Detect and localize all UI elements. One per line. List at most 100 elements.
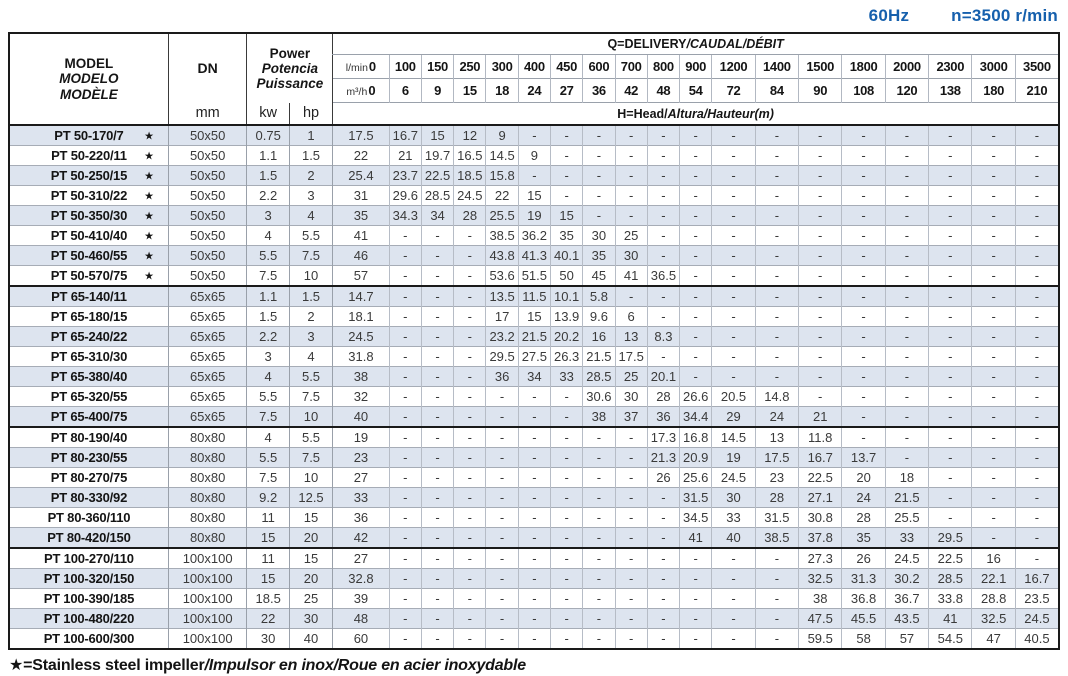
head-value-cell: - <box>453 366 486 387</box>
head-value-cell: - <box>884 326 929 347</box>
head-value-cell: - <box>711 628 756 649</box>
head-value-cell: 25.5 <box>485 205 519 226</box>
head-value-cell: - <box>798 185 842 206</box>
head-value-cell: - <box>517 608 551 629</box>
head-value-cell: - <box>517 447 551 468</box>
head-value-cell: - <box>646 346 680 367</box>
flow-lmin-header-700: 700 <box>614 54 648 79</box>
flow-m3h-header-42: 42 <box>614 78 648 103</box>
head-value-cell: - <box>582 588 616 609</box>
table-row: PT 65-310/30 65x65 3 4 31.8- - -29.5 27.5 26.3 21… <box>9 346 1059 367</box>
dn-cell: 50x50 <box>167 265 247 286</box>
head-value-cell: 29.5 <box>485 346 519 367</box>
head-value-cell: 17.5 <box>332 124 390 146</box>
head-value-cell: - <box>549 406 583 427</box>
head-value-cell: - <box>928 406 972 427</box>
head-value-cell: 47 <box>971 628 1016 649</box>
head-value-cell: - <box>453 547 486 569</box>
head-value-cell: - <box>485 547 519 569</box>
kw-cell: 2.2 <box>246 185 290 206</box>
dn-column-header: DN <box>167 33 247 103</box>
head-value-cell: 22.5 <box>420 165 454 186</box>
head-value-cell: - <box>420 507 454 528</box>
flow-m3h-label-cell: m³/h0 <box>332 78 390 103</box>
head-value-cell: 25.6 <box>679 467 712 488</box>
head-value-cell: - <box>754 165 799 186</box>
table-row: PT 100-390/185 100x100 18.5 25 39- - - - - - - - - - -… <box>9 588 1059 609</box>
head-value-cell: - <box>453 285 486 307</box>
table-row: PT 65-380/40 65x65 4 5.5 38- - -36 34 33 28.5 25 20… <box>9 366 1059 387</box>
head-value-cell: - <box>453 265 486 286</box>
head-value-cell: - <box>884 165 929 186</box>
hp-cell: 15 <box>288 547 333 569</box>
flow-m3h-header-9: 9 <box>420 78 454 103</box>
head-value-cell: 35 <box>332 205 390 226</box>
stainless-steel-star-icon: ★ <box>144 250 154 262</box>
head-value-cell: - <box>711 165 756 186</box>
star-footnote: ★=Stainless steel impeller/Impulsor en i… <box>9 655 1068 675</box>
dn-cell: 50x50 <box>167 124 247 146</box>
flow-lmin-label-cell: l/min0 <box>332 54 390 79</box>
head-value-cell: - <box>517 507 551 528</box>
head-value-cell: 9.6 <box>582 306 616 327</box>
head-value-cell: - <box>549 386 583 407</box>
head-value-cell: - <box>582 124 616 146</box>
flow-lmin-header-1400: 1400 <box>754 54 799 79</box>
model-cell: PT 50-350/30 ★ <box>9 205 169 226</box>
head-value-cell: 24.5 <box>884 547 929 569</box>
model-label: PT 50-310/22 <box>50 188 128 203</box>
head-value-cell: - <box>971 527 1016 548</box>
head-value-cell: - <box>928 346 972 367</box>
head-value-cell: - <box>453 245 486 266</box>
stainless-steel-star-icon: ★ <box>144 130 154 142</box>
head-value-cell: - <box>928 326 972 347</box>
head-value-cell: - <box>679 628 712 649</box>
flow-m3h-header-180: 180 <box>971 78 1016 103</box>
head-value-cell: - <box>679 245 712 266</box>
head-value-cell: 17.3 <box>646 426 680 448</box>
head-value-cell: - <box>971 447 1016 468</box>
hp-cell: 1 <box>288 124 333 146</box>
head-value-cell: 24 <box>841 487 886 508</box>
head-value-cell: - <box>614 487 648 508</box>
head-value-cell: - <box>884 265 929 286</box>
head-value-cell: - <box>798 326 842 347</box>
head-value-cell: - <box>754 366 799 387</box>
head-value-cell: 57 <box>884 628 929 649</box>
head-value-cell: - <box>646 306 680 327</box>
head-value-cell: - <box>485 467 519 488</box>
dn-cell: 65x65 <box>167 285 247 307</box>
flow-lmin-header-100: 100 <box>388 54 422 79</box>
model-label: PT 65-140/11 <box>51 289 127 304</box>
head-value-cell: 24 <box>754 406 799 427</box>
head-value-cell: 58 <box>841 628 886 649</box>
head-value-cell: - <box>453 326 486 347</box>
head-value-cell: - <box>679 285 712 307</box>
head-value-cell: 50 <box>549 265 583 286</box>
head-value-cell: 35 <box>841 527 886 548</box>
head-value-cell: - <box>884 124 929 146</box>
kw-cell: 5.5 <box>246 245 290 266</box>
head-value-cell: 28 <box>754 487 799 508</box>
model-label: PT 100-480/220 <box>43 611 135 626</box>
head-value-cell: - <box>614 527 648 548</box>
head-value-cell: - <box>549 165 583 186</box>
head-value-cell: 30 <box>614 245 648 266</box>
head-value-cell: 22.5 <box>798 467 842 488</box>
dn-cell: 50x50 <box>167 225 247 246</box>
head-value-cell: 38 <box>798 588 842 609</box>
head-value-cell: - <box>614 285 648 307</box>
head-value-cell: - <box>646 225 680 246</box>
head-value-cell: - <box>485 628 519 649</box>
hp-cell: 4 <box>288 205 333 226</box>
dn-unit-label: mm <box>167 102 247 125</box>
head-value-cell: - <box>453 608 486 629</box>
head-value-cell: - <box>1014 165 1059 186</box>
head-value-cell: 21 <box>798 406 842 427</box>
head-value-cell: 13.7 <box>841 447 886 468</box>
head-value-cell: - <box>614 165 648 186</box>
head-value-cell: 15 <box>517 185 551 206</box>
head-value-cell: - <box>614 185 648 206</box>
head-value-cell: 23.2 <box>485 326 519 347</box>
head-value-cell: 41.3 <box>517 245 551 266</box>
